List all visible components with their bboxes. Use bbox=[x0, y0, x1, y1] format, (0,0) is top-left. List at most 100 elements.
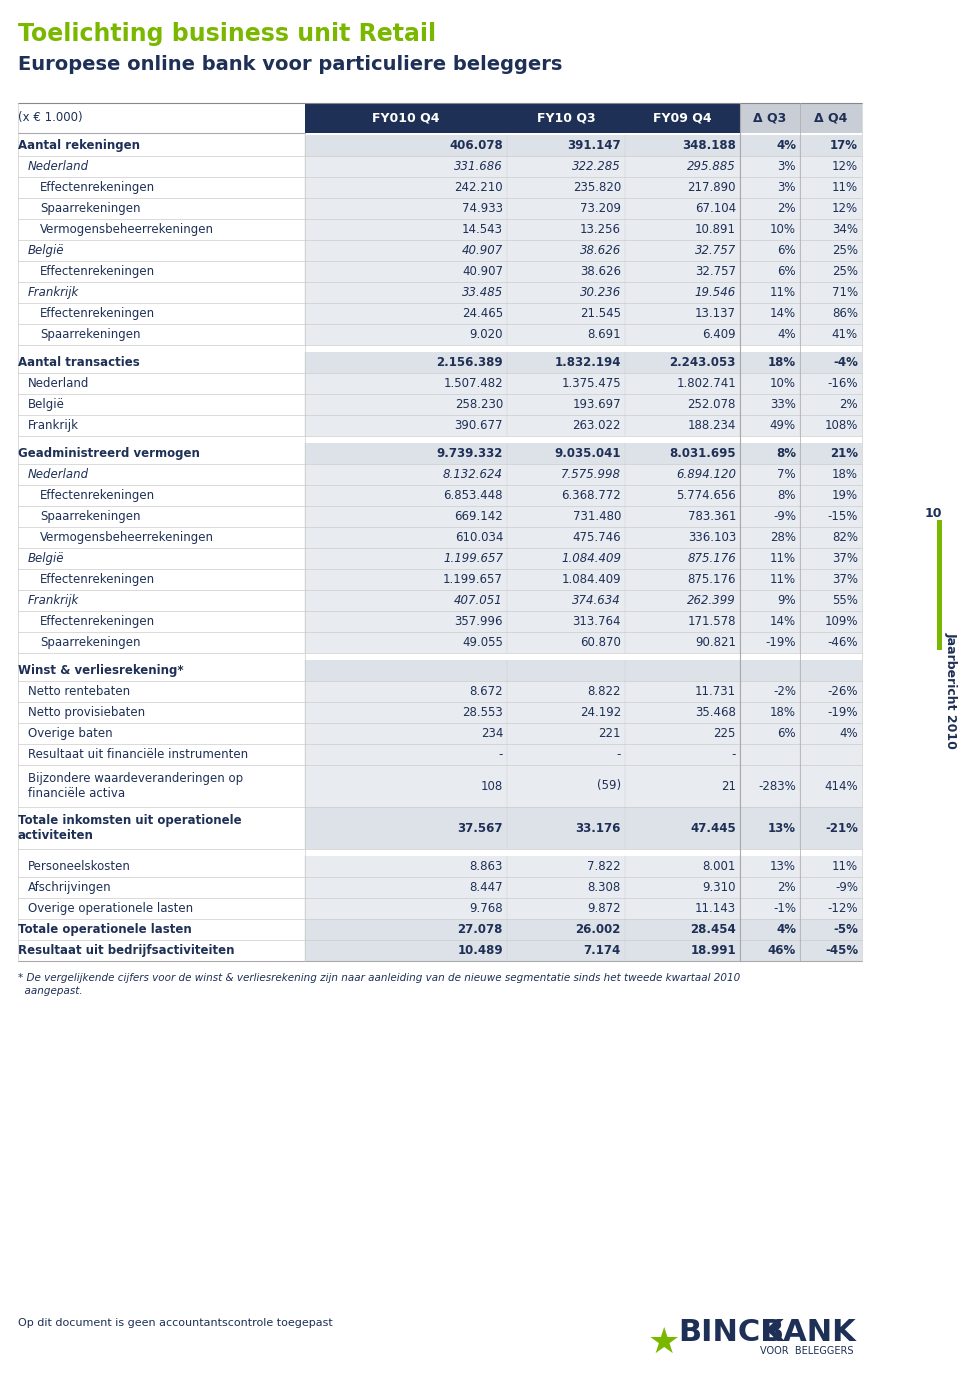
Text: 11%: 11% bbox=[770, 572, 796, 586]
Text: Geadministreerd vermogen: Geadministreerd vermogen bbox=[18, 447, 200, 460]
Bar bbox=[305, 198, 740, 219]
Bar bbox=[305, 722, 740, 744]
Text: 875.176: 875.176 bbox=[687, 572, 736, 586]
Bar bbox=[740, 919, 862, 940]
Text: 4%: 4% bbox=[778, 327, 796, 341]
Bar bbox=[740, 722, 862, 744]
Text: Jaarbericht 2010: Jaarbericht 2010 bbox=[945, 632, 957, 749]
Text: 10%: 10% bbox=[770, 223, 796, 237]
Text: 14%: 14% bbox=[770, 307, 796, 321]
Bar bbox=[740, 527, 862, 548]
Bar bbox=[305, 484, 740, 506]
Bar bbox=[740, 155, 862, 178]
Text: 8.031.695: 8.031.695 bbox=[669, 447, 736, 460]
Text: -4%: -4% bbox=[833, 356, 858, 369]
Text: 188.234: 188.234 bbox=[687, 420, 736, 432]
Text: 108%: 108% bbox=[825, 420, 858, 432]
Bar bbox=[740, 681, 862, 702]
Bar bbox=[305, 744, 740, 765]
Bar bbox=[305, 681, 740, 702]
Text: 9.768: 9.768 bbox=[469, 903, 503, 915]
Text: Effectenrekeningen: Effectenrekeningen bbox=[40, 266, 156, 278]
Text: 262.399: 262.399 bbox=[687, 594, 736, 607]
Text: Overige baten: Overige baten bbox=[28, 727, 112, 740]
Text: 9.739.332: 9.739.332 bbox=[437, 447, 503, 460]
Text: ★: ★ bbox=[648, 1326, 681, 1359]
Text: -2%: -2% bbox=[773, 685, 796, 698]
Text: 6%: 6% bbox=[778, 727, 796, 740]
Bar bbox=[305, 570, 740, 590]
Text: (x € 1.000): (x € 1.000) bbox=[18, 111, 83, 124]
Text: 11.143: 11.143 bbox=[695, 903, 736, 915]
Text: -19%: -19% bbox=[828, 706, 858, 720]
Text: Δ Q4: Δ Q4 bbox=[814, 111, 848, 124]
Bar bbox=[305, 261, 740, 282]
Bar bbox=[740, 416, 862, 436]
Text: Frankrijk: Frankrijk bbox=[28, 420, 79, 432]
Text: 4%: 4% bbox=[839, 727, 858, 740]
Bar bbox=[740, 352, 862, 373]
Bar bbox=[305, 155, 740, 178]
Bar bbox=[740, 484, 862, 506]
Bar bbox=[740, 464, 862, 484]
Bar bbox=[305, 660, 740, 681]
Bar bbox=[740, 443, 862, 464]
Text: 21: 21 bbox=[721, 779, 736, 793]
Text: -15%: -15% bbox=[828, 510, 858, 523]
Text: Afschrijvingen: Afschrijvingen bbox=[28, 881, 111, 894]
Text: 1.507.482: 1.507.482 bbox=[444, 377, 503, 389]
Text: 390.677: 390.677 bbox=[454, 420, 503, 432]
Text: 252.078: 252.078 bbox=[687, 398, 736, 411]
Text: 374.634: 374.634 bbox=[572, 594, 621, 607]
Text: 3%: 3% bbox=[778, 160, 796, 173]
Text: 1.832.194: 1.832.194 bbox=[555, 356, 621, 369]
Text: 235.820: 235.820 bbox=[573, 182, 621, 194]
Bar bbox=[740, 323, 862, 345]
Text: 18%: 18% bbox=[832, 468, 858, 482]
Text: 8.672: 8.672 bbox=[469, 685, 503, 698]
Text: 6.368.772: 6.368.772 bbox=[562, 488, 621, 502]
Text: 14.543: 14.543 bbox=[462, 223, 503, 237]
Text: -: - bbox=[498, 749, 503, 761]
Text: 258.230: 258.230 bbox=[455, 398, 503, 411]
Bar bbox=[305, 352, 740, 373]
Text: 8%: 8% bbox=[776, 447, 796, 460]
Text: -: - bbox=[616, 749, 621, 761]
Text: 2%: 2% bbox=[839, 398, 858, 411]
Text: 217.890: 217.890 bbox=[687, 182, 736, 194]
Text: 669.142: 669.142 bbox=[454, 510, 503, 523]
Text: 11%: 11% bbox=[770, 552, 796, 566]
Bar bbox=[740, 506, 862, 527]
Bar bbox=[740, 219, 862, 239]
Text: 82%: 82% bbox=[832, 531, 858, 544]
Text: 12%: 12% bbox=[832, 202, 858, 215]
Bar bbox=[740, 135, 862, 155]
Text: 414%: 414% bbox=[825, 779, 858, 793]
Bar bbox=[305, 135, 740, 155]
Bar bbox=[740, 178, 862, 198]
Text: 33%: 33% bbox=[770, 398, 796, 411]
Text: FY10 Q3: FY10 Q3 bbox=[537, 111, 595, 124]
Text: 9.310: 9.310 bbox=[703, 881, 736, 894]
Text: 9.035.041: 9.035.041 bbox=[555, 447, 621, 460]
Bar bbox=[305, 765, 740, 806]
Bar bbox=[740, 570, 862, 590]
Bar bbox=[305, 394, 740, 416]
Text: 4%: 4% bbox=[776, 139, 796, 151]
Bar bbox=[740, 261, 862, 282]
Text: Frankrijk: Frankrijk bbox=[28, 594, 80, 607]
Text: Δ Q3: Δ Q3 bbox=[754, 111, 786, 124]
Text: Aantal transacties: Aantal transacties bbox=[18, 356, 140, 369]
Text: 30.236: 30.236 bbox=[580, 286, 621, 299]
Bar bbox=[740, 394, 862, 416]
Text: 295.885: 295.885 bbox=[687, 160, 736, 173]
Text: -283%: -283% bbox=[758, 779, 796, 793]
Text: 49.055: 49.055 bbox=[462, 636, 503, 649]
Text: 357.996: 357.996 bbox=[454, 615, 503, 627]
Text: 14%: 14% bbox=[770, 615, 796, 627]
Text: 8.691: 8.691 bbox=[588, 327, 621, 341]
Text: Vermogensbeheerrekeningen: Vermogensbeheerrekeningen bbox=[40, 223, 214, 237]
Text: aangepast.: aangepast. bbox=[18, 987, 83, 996]
Text: 35.468: 35.468 bbox=[695, 706, 736, 720]
Bar bbox=[305, 416, 740, 436]
